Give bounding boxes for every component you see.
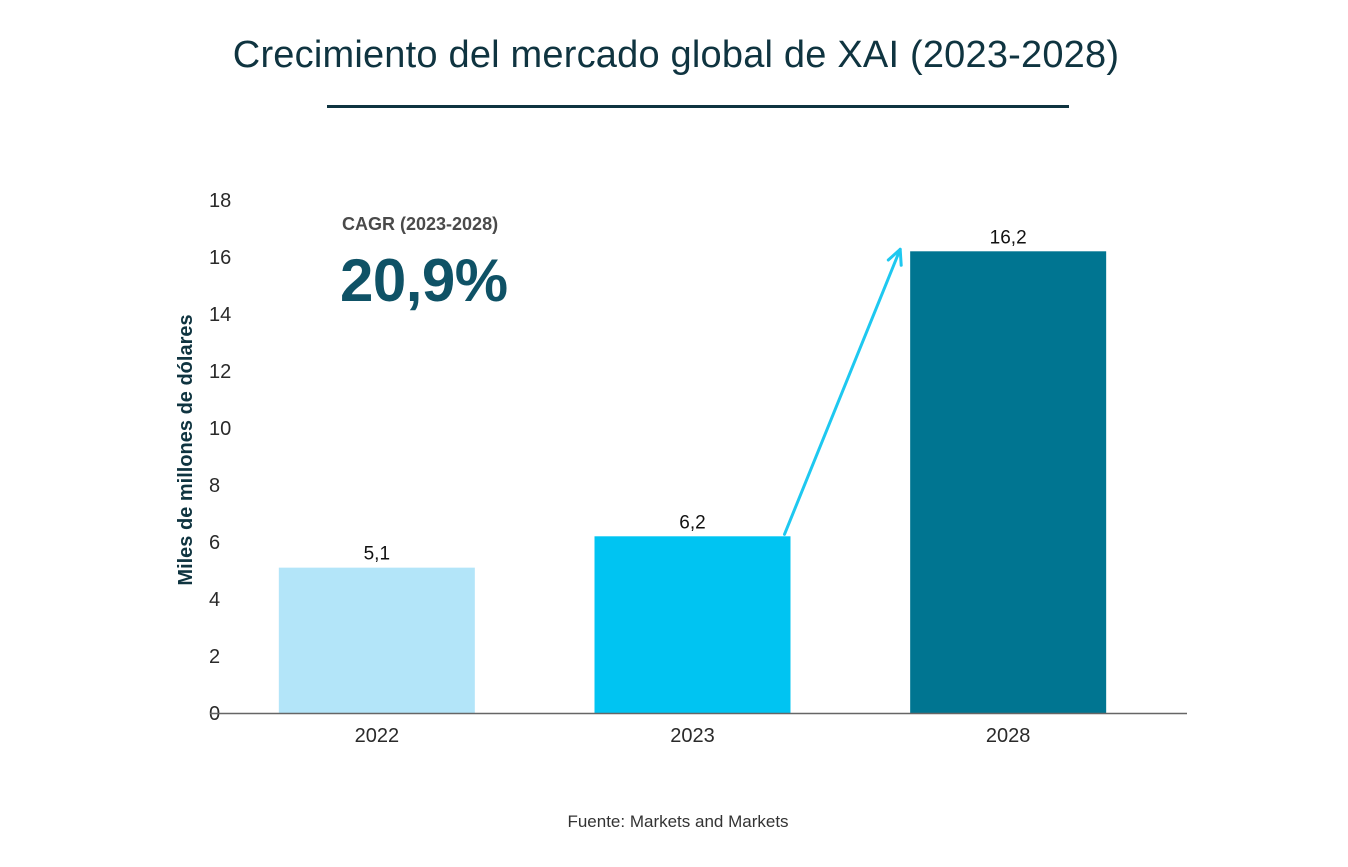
x-tick-label-2022: 2022 (355, 725, 400, 747)
bar-2023 (594, 536, 791, 713)
data-label-2023: 6,2 (679, 512, 705, 533)
data-label-2022: 5,1 (364, 544, 390, 565)
data-label-2028: 16,2 (990, 227, 1027, 248)
y-axis-title: Miles de millones de dólares (175, 314, 197, 585)
bar-2028 (910, 251, 1107, 714)
y-tick-label: 16 (209, 247, 231, 269)
y-tick-label: 14 (209, 304, 231, 326)
y-tick-label: 12 (209, 361, 231, 383)
x-tick-label-2023: 2023 (670, 725, 715, 747)
source-note: Fuente: Markets and Markets (567, 812, 789, 831)
chart-title: Crecimiento del mercado global de XAI (2… (232, 34, 1120, 76)
cagr-arrow (783, 247, 903, 536)
y-tick-label: 18 (209, 190, 231, 212)
cagr-arrow-shaft (783, 247, 902, 536)
cagr-label: CAGR (2023-2028) (342, 214, 499, 234)
y-tick-label: 6 (209, 532, 220, 554)
x-axis-labels: 2022 2023 2028 (355, 725, 1031, 747)
data-labels: 5,1 6,2 16,2 (364, 227, 1027, 564)
cagr-arrow-head (886, 247, 903, 267)
title-underline (327, 105, 1069, 108)
cagr-value: 20,9% (340, 247, 508, 314)
y-tick-label: 2 (209, 646, 220, 668)
y-tick-label: 8 (209, 475, 220, 497)
bar-2022 (278, 567, 475, 713)
y-tick-label: 4 (209, 589, 220, 611)
y-tick-label: 10 (209, 418, 231, 440)
bars (278, 251, 1107, 714)
x-tick-label-2028: 2028 (986, 725, 1031, 747)
